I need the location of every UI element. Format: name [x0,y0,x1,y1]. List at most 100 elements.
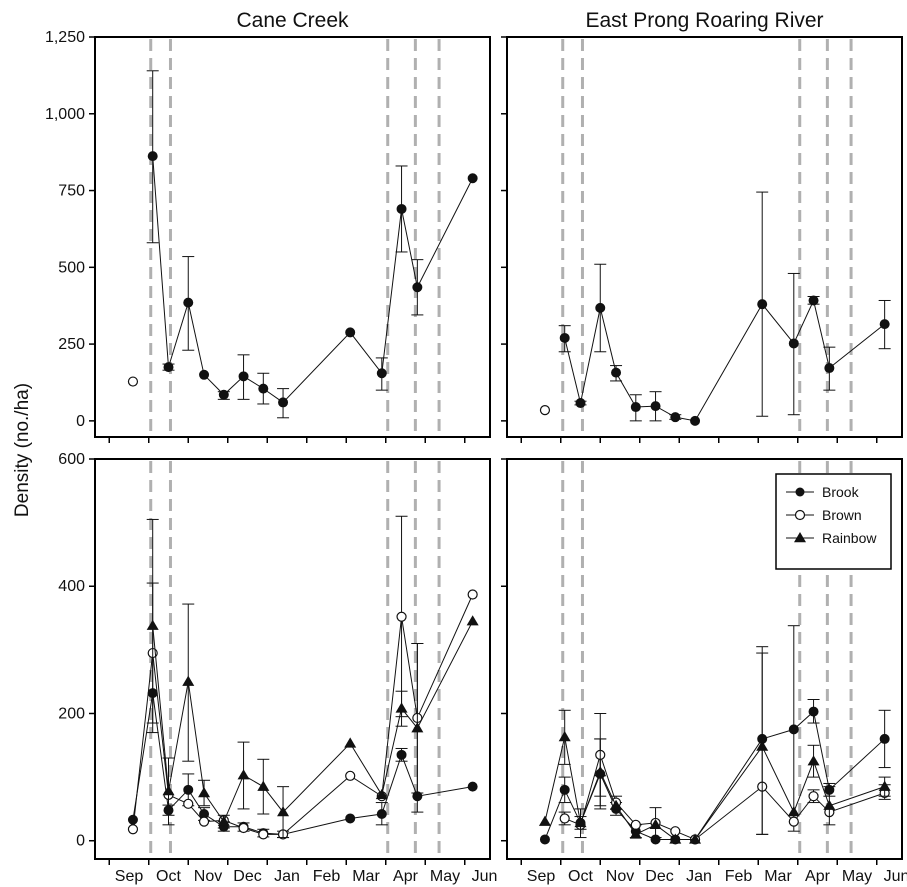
data-point-brook [238,371,249,382]
data-point-brook [808,295,819,306]
data-point-brown [127,824,139,835]
series-rainbow [538,652,891,844]
data-point-brook [788,338,799,349]
data-point-brown [127,376,139,387]
panels: Cane Creek 0 250 500 750 1,000 1,250 East Prong… [45,9,907,885]
x-tick-label: Nov [606,868,634,885]
x-tick-label: Nov [194,868,222,885]
data-point-rainbow [807,755,820,766]
y-tick-label: 600 [58,451,85,468]
series-rainbow [146,518,479,839]
data-point-rainbow [198,787,211,798]
x-tick-label: Mar [764,868,792,885]
data-point-brown [467,589,478,600]
data-point-rainbow [277,806,290,817]
series-brook [558,191,891,426]
series-line-brown [564,753,885,841]
data-point-brook [376,809,387,820]
data-point-brook [650,401,661,412]
data-point-rainbow [756,740,769,751]
data-point-brown [788,816,799,827]
data-point-brook [757,299,768,310]
data-point-rainbow [823,799,836,810]
y-tick-label: 250 [58,336,85,353]
series-line-brook [564,298,885,422]
series-brown [539,405,551,416]
data-point-rainbow [878,780,891,791]
data-point-rainbow [375,788,388,800]
panel-frame [94,458,491,860]
data-point-brown [396,611,407,622]
legend-label: Brown [822,507,862,523]
data-point-brown [183,798,194,809]
data-point-rainbow [237,769,250,780]
x-tick-label: Mar [352,868,380,885]
data-point-brook [879,733,890,744]
data-point-brook [258,383,269,394]
x-tick-label: Oct [568,868,593,885]
panel-1: East Prong Roaring River [501,9,903,443]
legend-label: Rainbow [822,530,877,546]
series-line-rainbow [152,621,474,823]
data-point-brook [396,203,407,214]
data-point-brook [163,362,174,373]
data-point-rainbow [162,785,175,796]
y-tick-label: 0 [76,413,85,430]
data-point-brown [559,813,570,824]
series-line-brook [152,156,474,404]
x-tick-label: Jan [274,868,300,885]
data-point-brook [788,724,799,735]
data-point-brook [345,327,356,338]
legend-marker-brown [794,509,806,521]
y-tick-label: 750 [58,183,85,200]
series-line-rainbow [544,736,885,840]
data-point-rainbow [610,799,623,810]
x-tick-label: Sep [527,868,556,885]
data-point-rainbow [257,780,270,791]
x-tick-label: Dec [233,868,261,885]
panel-frame [506,458,903,860]
x-tick-label: Apr [393,868,419,885]
series-brown [127,515,478,840]
series-brook [146,70,478,419]
data-point-rainbow [182,675,195,686]
x-tick-label: Feb [313,868,341,885]
series-line-brook [132,693,473,835]
panel-3: Sep Oct Nov Dec Jan Feb Mar Apr May Jun Brook Brown… [501,458,907,885]
data-point-rainbow [594,766,607,777]
data-point-brook [611,367,622,378]
data-point-rainbow [344,737,357,748]
data-point-brook [183,297,194,308]
x-tick-label: Feb [725,868,753,885]
data-point-brook [467,781,478,792]
x-tick-label: Jun [472,868,498,885]
y-tick-label: 1,250 [45,29,85,46]
data-point-brown [258,829,269,840]
data-point-brook [278,397,289,408]
legend: Brook Brown Rainbow [775,473,892,570]
data-point-rainbow [466,615,479,626]
data-point-rainbow [629,828,642,839]
y-tick-label: 500 [58,259,85,276]
x-tick-label: Jun [884,868,907,885]
y-tick-label: 1,000 [45,106,85,123]
series-brown [127,376,139,387]
data-point-brook [396,749,407,760]
data-point-brook [127,814,138,825]
legend-marker-brook [795,487,805,497]
panel-frame [506,36,903,438]
data-point-rainbow [787,806,800,817]
data-point-brook [376,368,387,379]
panel-2: 0 200 400 600 Sep Oct Nov Dec Jan Feb Mar Apr May Jun [58,451,497,885]
x-tick-label: Oct [156,868,181,885]
y-tick-label: 200 [58,705,85,722]
y-tick-label: 400 [58,578,85,595]
data-point-brook [559,784,570,795]
data-point-brook [808,706,819,717]
data-point-brook [595,302,606,313]
data-point-rainbow [146,619,159,630]
data-point-brook [467,173,478,184]
x-tick-label: Sep [115,868,144,885]
data-point-rainbow [395,702,408,713]
